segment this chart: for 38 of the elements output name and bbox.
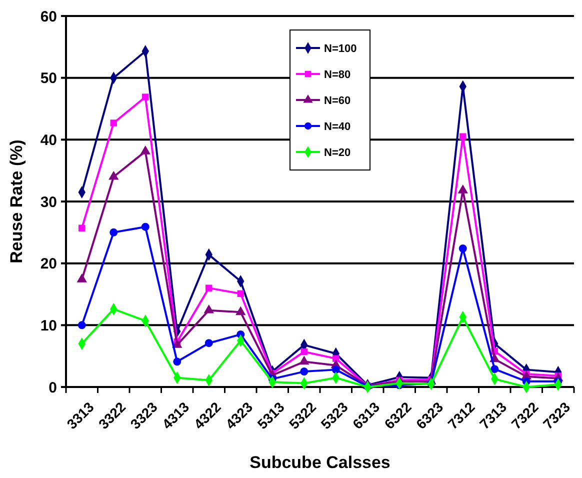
legend-label: N=80	[324, 68, 351, 81]
y-tick-label: 50	[40, 70, 57, 88]
x-axis-title: Subcube Calsses	[250, 453, 390, 472]
y-tick-label: 60	[40, 8, 57, 26]
point	[458, 244, 467, 252]
y-tick-label: 20	[40, 256, 57, 273]
point	[299, 356, 310, 365]
y-tick-label: 0	[48, 379, 57, 396]
point	[237, 290, 244, 297]
point	[110, 228, 118, 236]
legend-label: N=100	[324, 42, 357, 55]
legend-label: N=40	[324, 120, 351, 133]
point	[78, 321, 86, 330]
point	[108, 170, 119, 180]
point	[76, 274, 87, 282]
legend-label: N=20	[324, 146, 351, 159]
point	[110, 120, 117, 126]
point	[458, 184, 468, 194]
point	[78, 224, 86, 232]
point	[332, 366, 340, 374]
point	[300, 348, 308, 356]
point	[332, 355, 340, 362]
point	[206, 284, 212, 292]
point	[460, 133, 466, 140]
point	[173, 358, 182, 366]
y-axis-title: Reuse Rate (%)	[7, 140, 26, 264]
y-tick-label: 40	[40, 132, 57, 149]
point	[490, 365, 499, 374]
legend-label: N=60	[324, 94, 351, 107]
point	[204, 339, 213, 348]
point	[204, 304, 214, 314]
y-tick-label: 10	[40, 317, 57, 334]
point	[142, 94, 149, 100]
point	[141, 222, 150, 231]
point	[236, 306, 246, 316]
y-tick-label: 30	[40, 194, 57, 211]
point	[140, 146, 150, 154]
point	[300, 368, 308, 376]
